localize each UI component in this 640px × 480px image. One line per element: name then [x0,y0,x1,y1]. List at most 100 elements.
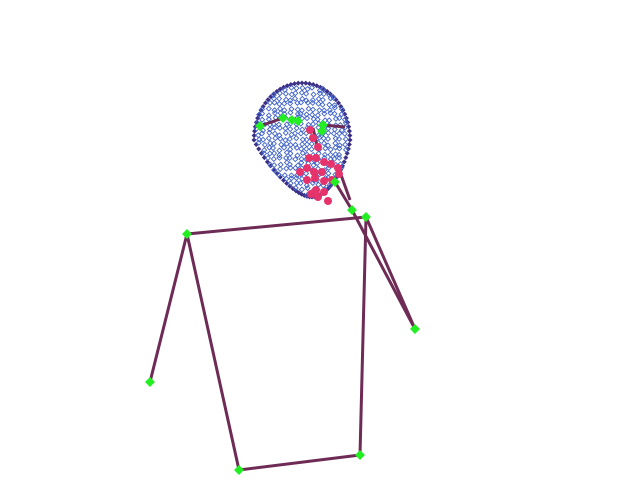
bone-left-shoulder-right-shoulder [185,215,368,236]
face-mesh-point [326,101,333,108]
mouth-keypoint [296,168,304,176]
face-mesh-point [287,180,294,187]
face-mesh-point [327,109,334,117]
face-mesh-point [331,110,338,117]
face-mesh-point [303,141,311,148]
face-mesh-point [305,105,312,112]
face-mesh-point [265,112,272,119]
face-mesh-point [303,145,310,153]
face-mesh-point [287,109,294,116]
face-mesh-point [278,141,285,148]
face-mesh-point [324,142,332,149]
face-mesh-point [325,125,332,132]
mouth-keypoint [320,158,328,166]
face-mesh-point [316,107,323,114]
face-mesh-point [283,175,290,182]
joint-left-hip [234,465,244,475]
face-mesh-point [336,115,343,122]
face-mesh-point [291,130,299,137]
face-mesh-point [342,119,349,126]
face-mesh-point [325,170,332,177]
face-mesh-point [297,99,305,106]
face-outline-point [347,137,353,143]
face-mesh-point [287,164,294,171]
mouth-keypoint [309,134,317,142]
face-mesh-point [293,135,300,142]
face-mesh-point [304,99,311,106]
face-mesh-point [270,140,277,147]
face-mesh-point [266,129,273,136]
face-mesh-point [276,100,283,108]
face-mesh-point [321,110,328,117]
face-mesh-point [319,85,326,92]
face-outline-point [346,128,352,134]
face-mesh-point [270,95,278,102]
bone-right-shoulder-right-hip [358,215,368,457]
face-outline-point [338,103,344,110]
bone-left-shoulder-left-hip [185,232,241,472]
face-mesh-point [309,111,316,118]
face-mesh-point [298,186,305,193]
face-mesh-point [271,109,279,117]
face-mesh-point [298,155,305,163]
face-mesh-point [265,135,272,142]
face-mesh-point [277,166,284,173]
face-mesh-point [281,100,288,107]
joint-right-elbow [410,324,420,334]
face-mesh-point [259,130,266,137]
face-mesh-point [293,179,300,186]
face-mesh-point [283,165,290,172]
face-mesh-point [287,141,294,148]
face-mesh-point [293,144,300,151]
joint-nose [330,177,340,187]
face-mesh-point [267,140,274,147]
face-mesh-point [265,105,272,112]
face-mesh-point [259,116,266,123]
joint-right-shoulder [361,212,371,222]
face-mesh-point [303,111,310,118]
face-mesh-point [297,180,304,187]
face-mesh-point [260,136,267,143]
skeleton-bones [148,116,417,472]
face-mesh-point [299,136,306,143]
face-mesh-point [310,162,317,169]
face-outline-point [251,132,257,139]
face-mesh-point [321,140,328,147]
face-mesh-point [276,90,283,97]
mouth-keypoint [306,126,314,134]
face-mesh-point [326,182,333,189]
face-mesh-point [272,135,279,142]
bone-right-shoulder-right-elbow [364,215,417,331]
mouth-keypoint [314,193,322,201]
face-mesh-point [303,136,310,143]
mouth-keypoint [335,170,343,178]
joint-right-hip [355,450,365,460]
face-mesh-point [283,154,290,162]
face-mesh-point [270,92,277,99]
face-mesh-point [275,171,282,178]
face-mesh-point [293,125,300,132]
face-outline-point [253,141,259,148]
face-mesh-point [292,90,299,97]
joint-left-elbow [145,377,155,387]
face-mesh-point [293,174,300,182]
face-mesh-point [319,96,326,103]
face-mesh-point [271,162,278,169]
face-mesh-point [271,124,278,131]
face-mesh-point [315,95,322,102]
face-mesh-point [291,95,299,102]
face-mesh-point [303,170,310,177]
bone-left-shoulder-left-elbow [148,232,189,384]
face-mesh-point [261,147,268,154]
face-mesh-point [308,140,315,147]
face-mesh-point [336,135,343,143]
mouth-keypoint [324,197,332,205]
face-mesh-point [325,129,332,136]
face-mesh-point [294,99,301,106]
face-mesh-point [287,126,294,133]
face-mesh-point [319,101,326,108]
face-mesh-point [277,161,284,168]
face-mesh-point [314,116,321,123]
